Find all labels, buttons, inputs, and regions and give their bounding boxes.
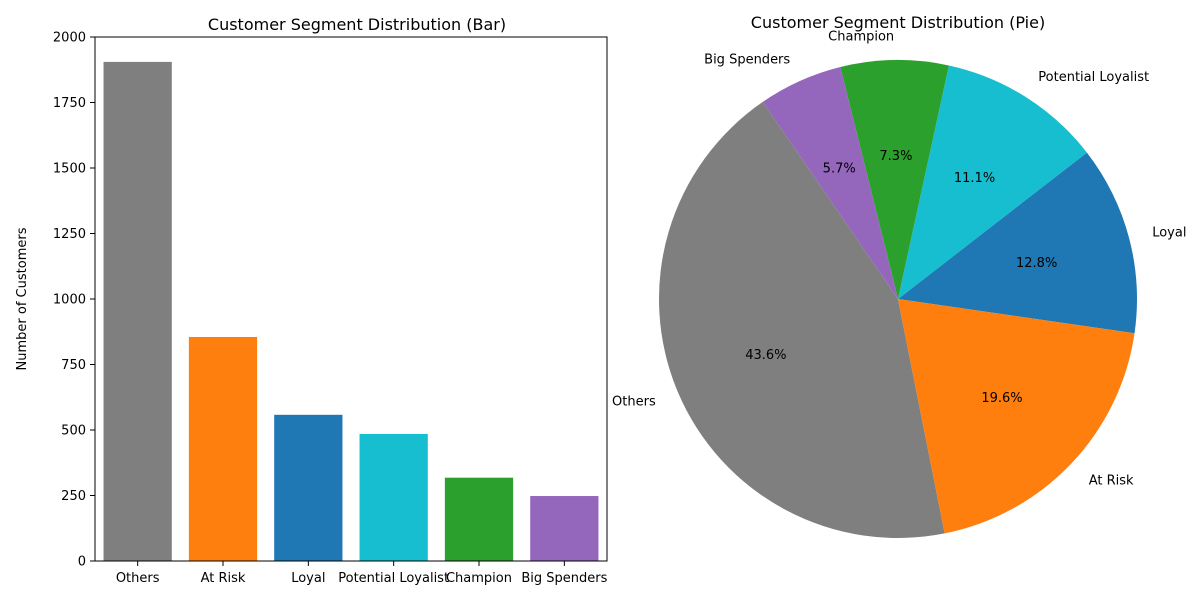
bar-y-tick-label: 1000: [53, 293, 86, 308]
bar-y-tick-label: 750: [61, 358, 86, 373]
bar-x-tick-label: At Risk: [201, 571, 246, 586]
bar-chart-title: Customer Segment Distribution (Bar): [208, 15, 506, 34]
bar-big-spenders: [530, 496, 598, 561]
bar-y-tick-label: 1250: [53, 227, 86, 242]
pie-percent-label: 5.7%: [823, 162, 856, 177]
bar-y-tick-label: 2000: [53, 31, 86, 46]
pie-slices: [659, 60, 1137, 538]
pie-percent-label: 43.6%: [745, 348, 786, 363]
bar-x-tick-label: Potential Loyalist: [338, 571, 449, 586]
pie-percent-label: 19.6%: [981, 391, 1022, 406]
bar-others: [104, 62, 172, 561]
bar-champion: [445, 478, 513, 561]
bar-at-risk: [189, 337, 257, 561]
bar-y-tick-label: 250: [61, 489, 86, 504]
bar-chart-ylabel: Number of Customers: [15, 227, 30, 370]
bar-y-tick-label: 500: [61, 424, 86, 439]
pie-percent-label: 11.1%: [954, 171, 995, 186]
bar-y-tick-label: 1750: [53, 96, 86, 111]
pie-chart-title: Customer Segment Distribution (Pie): [751, 13, 1045, 32]
bar-y-tick-label: 1500: [53, 162, 86, 177]
pie-percent-label: 7.3%: [879, 149, 912, 164]
bar-x-tick-label: Loyal: [291, 571, 325, 586]
bar-x-tick-label: Big Spenders: [521, 571, 607, 586]
pie-category-label: Potential Loyalist: [1038, 70, 1149, 85]
bar-x-tick-label: Champion: [446, 571, 512, 586]
bar-x-tick-label: Others: [116, 571, 160, 586]
pie-category-label: Big Spenders: [704, 53, 790, 68]
pie-category-label: At Risk: [1089, 473, 1134, 488]
pie-category-label: Loyal: [1152, 225, 1186, 240]
bar-y-tick-label: 0: [78, 555, 86, 570]
bar-potential-loyalist: [360, 434, 428, 561]
pie-percent-label: 12.8%: [1016, 256, 1057, 271]
pie-category-label: Champion: [828, 30, 894, 45]
bar-loyal: [274, 415, 342, 561]
pie-category-label: Others: [612, 395, 656, 410]
